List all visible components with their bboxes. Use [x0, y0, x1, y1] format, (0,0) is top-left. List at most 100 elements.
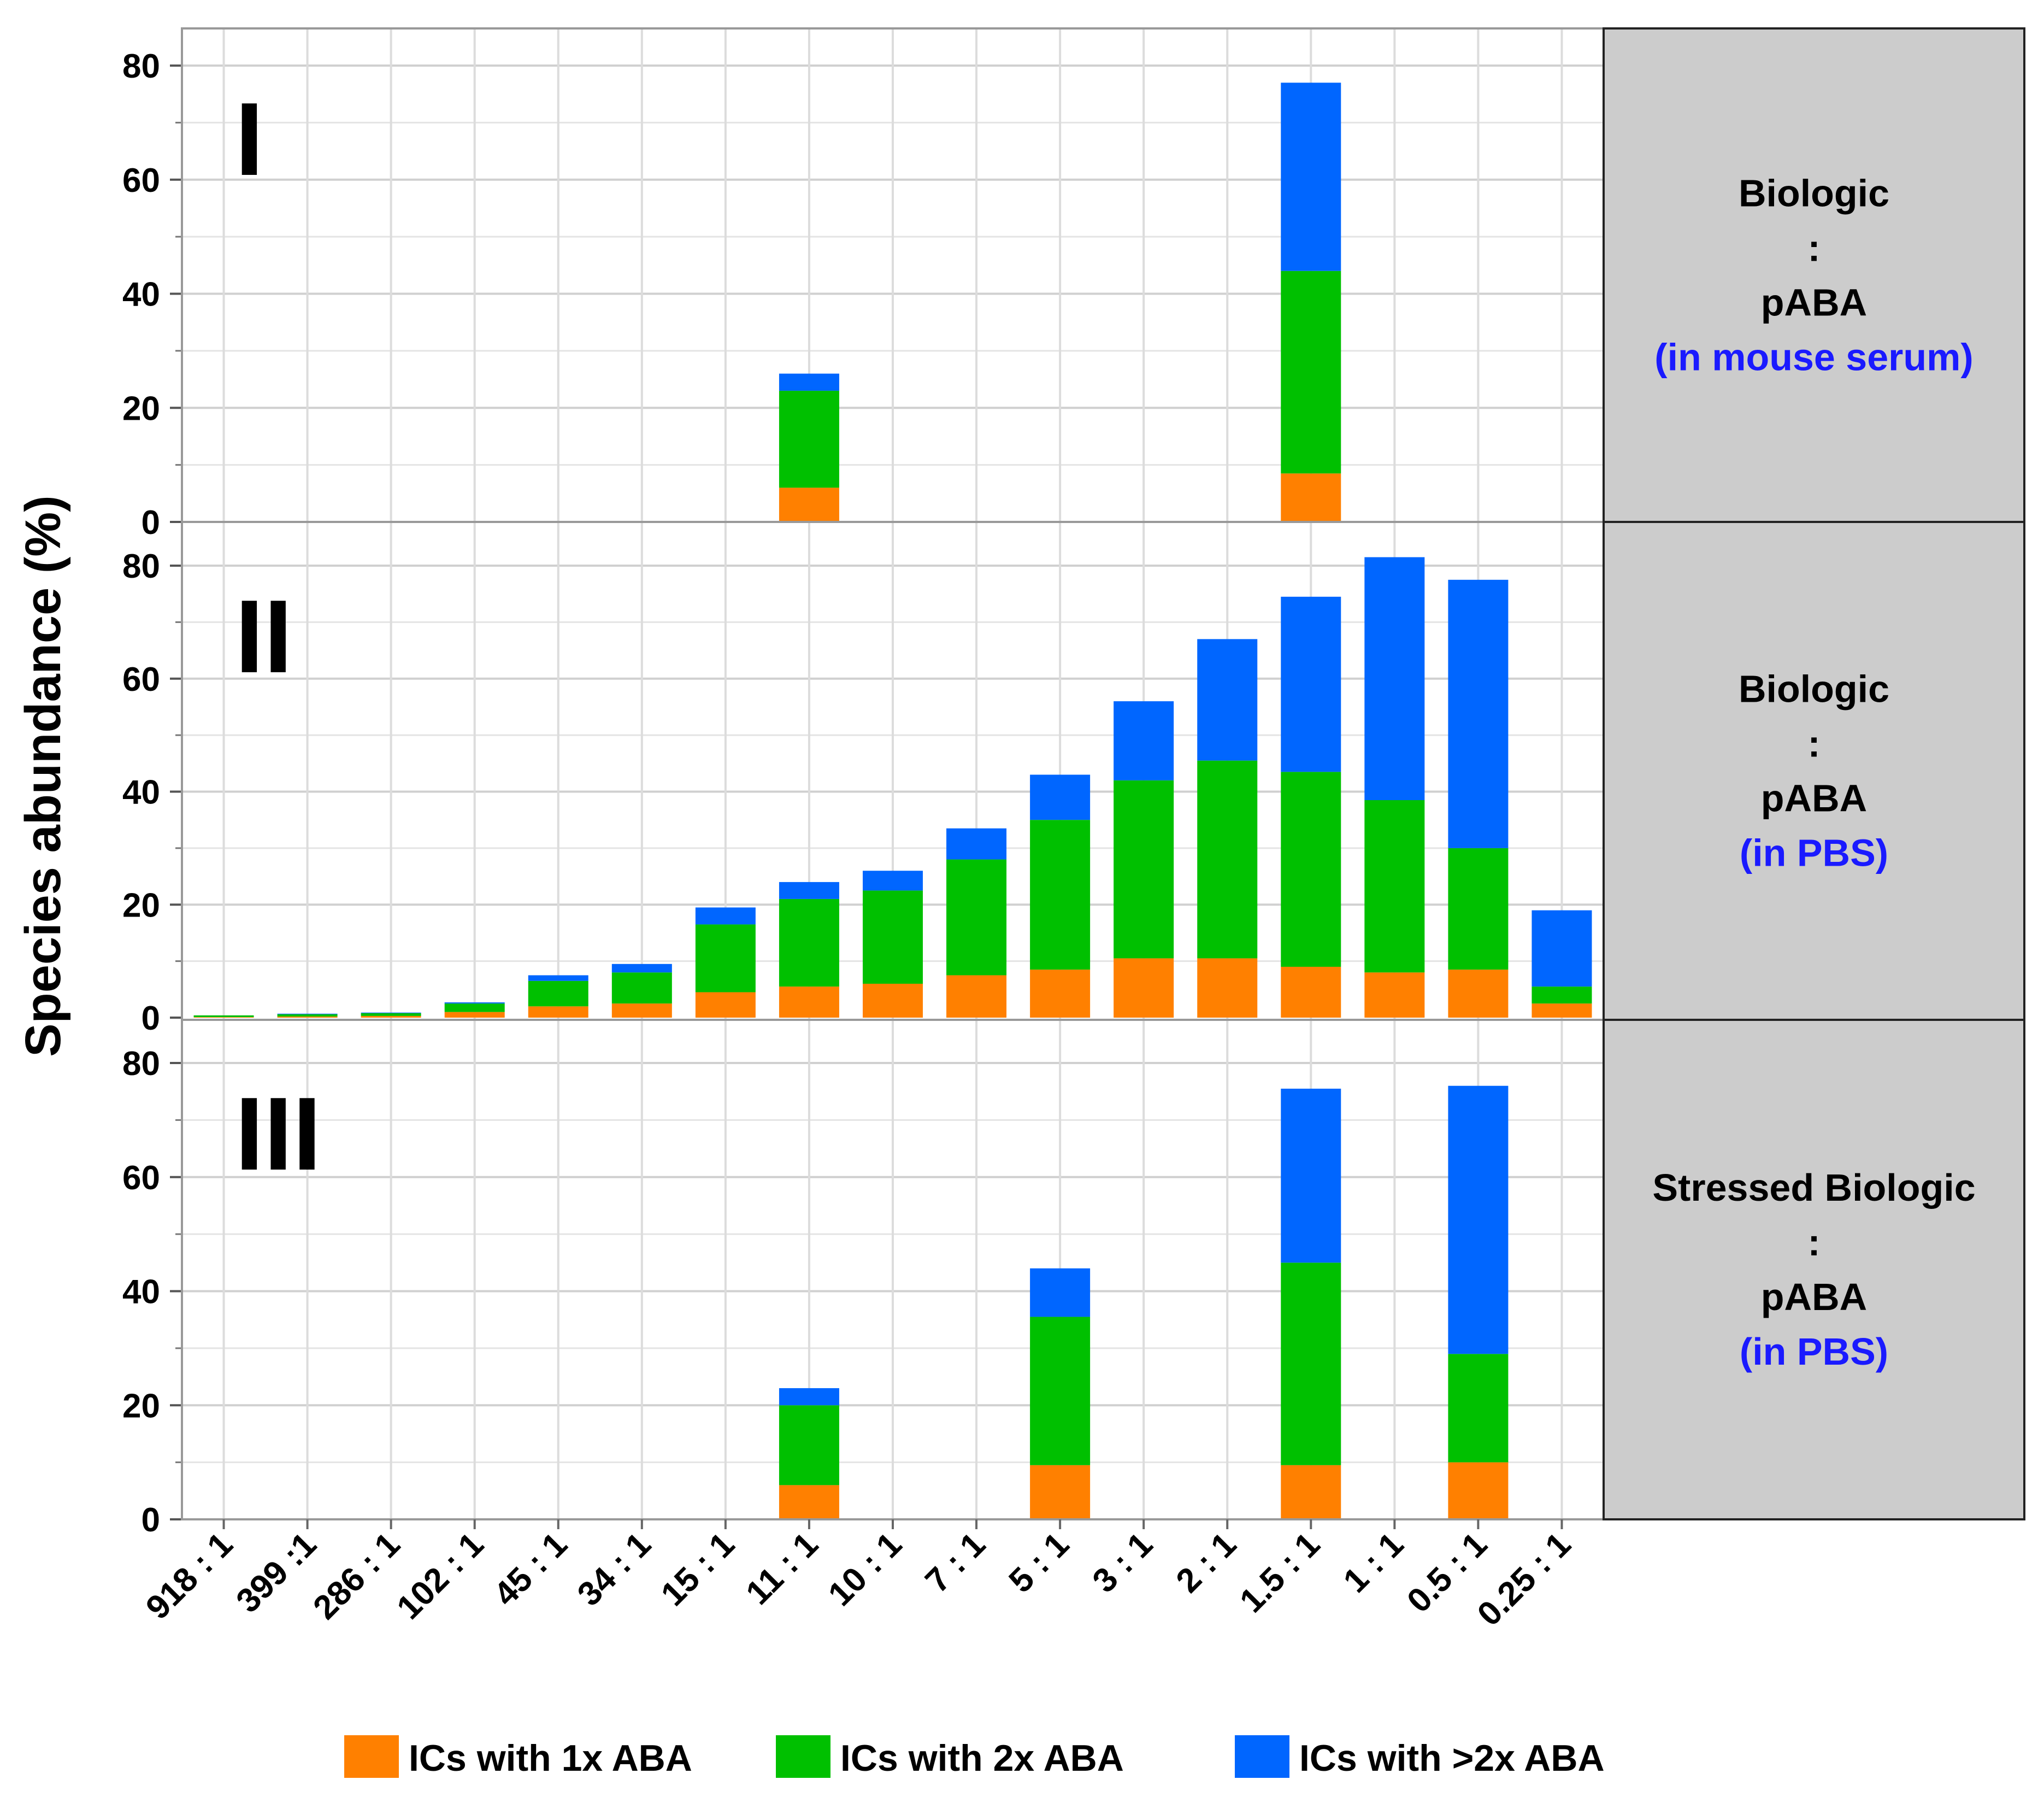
bar-ics_1x: [1114, 958, 1174, 1018]
strip-label: :: [1807, 227, 1820, 269]
y-tick-label: 20: [122, 886, 160, 924]
y-tick-label: 20: [122, 390, 160, 427]
bar-ics_2x: [695, 924, 756, 992]
x-tick-label: 3 : 1: [1086, 1525, 1161, 1600]
bar-ics_gt2x: [1114, 701, 1174, 780]
bar-ics_1x: [1030, 1465, 1091, 1519]
y-tick-label: 80: [122, 48, 160, 85]
bar-ics_gt2x: [1281, 1088, 1341, 1263]
bar-ics_2x: [1030, 1317, 1091, 1465]
bar-ics_2x: [1281, 271, 1341, 474]
bar-ics_gt2x: [1030, 1268, 1091, 1317]
legend-label: ICs with 2x ABA: [840, 1737, 1124, 1779]
bar-ics_gt2x: [1030, 774, 1091, 820]
bar-ics_gt2x: [611, 964, 672, 973]
bar-ics_1x: [779, 986, 839, 1018]
x-tick-label: 286 : 1: [306, 1525, 407, 1626]
strip-panel: [1603, 1019, 2025, 1520]
x-tick-label: 45 : 1: [487, 1525, 575, 1613]
strip-label: pABA: [1761, 281, 1867, 324]
strip-label: pABA: [1761, 1276, 1867, 1318]
bar-ics_gt2x: [1531, 910, 1592, 987]
legend-swatch-ics_2x: [776, 1735, 830, 1778]
y-tick-label: 80: [122, 548, 160, 585]
strip-note: (in PBS): [1740, 1330, 1888, 1373]
strip-note: (in mouse serum): [1654, 336, 1973, 379]
y-tick-label: 0: [142, 1000, 160, 1037]
bar-ics_2x: [1364, 800, 1425, 973]
bar-ics_1x: [193, 1017, 254, 1018]
strip-label: :: [1807, 1221, 1820, 1264]
x-tick-label: 11 : 1: [739, 1525, 825, 1612]
bar-ics_1x: [946, 975, 1007, 1018]
y-tick-label: 60: [122, 661, 160, 698]
bar-ics_1x: [1030, 970, 1091, 1018]
bar-ics_gt2x: [779, 882, 839, 899]
bar-ics_gt2x: [779, 1388, 839, 1406]
strip-panel: [1603, 27, 2025, 523]
bar-ics_2x: [1281, 1262, 1341, 1465]
bar-ics_2x: [1114, 780, 1174, 959]
bar-ics_2x: [193, 1015, 254, 1017]
strip-panel: [1603, 521, 2025, 1021]
bar-ics_1x: [779, 488, 839, 522]
panel-label: III: [235, 1076, 321, 1192]
bar-ics_2x: [779, 898, 839, 987]
x-tick-label: 1.5 : 1: [1233, 1525, 1327, 1620]
strip-label: Biologic: [1739, 668, 1889, 710]
y-tick-label: 60: [122, 1159, 160, 1197]
strip-label: Stressed Biologic: [1652, 1166, 1975, 1209]
bar-ics_gt2x: [1281, 83, 1341, 271]
bar-ics_2x: [1281, 772, 1341, 967]
bar-ics_2x: [528, 980, 588, 1007]
bar-ics_2x: [1197, 760, 1258, 959]
y-tick-label: 60: [122, 162, 160, 199]
x-tick-label: 2 : 1: [1169, 1525, 1244, 1600]
y-tick-label: 40: [122, 1273, 160, 1311]
y-tick-label: 40: [122, 276, 160, 314]
panel-label: II: [235, 579, 293, 695]
bar-ics_1x: [1531, 1003, 1592, 1018]
y-axis-label: Species abundance (%): [15, 495, 71, 1057]
bar-ics_2x: [779, 1405, 839, 1485]
strip-note: (in PBS): [1740, 832, 1888, 874]
bar-ics_1x: [1281, 1465, 1341, 1519]
y-tick-label: 0: [142, 504, 160, 542]
bar-ics_2x: [611, 972, 672, 1004]
bar-ics_1x: [1281, 966, 1341, 1018]
y-tick-label: 40: [122, 774, 160, 812]
bar-ics_2x: [1030, 820, 1091, 970]
bar-ics_gt2x: [1197, 639, 1258, 761]
bar-ics_1x: [444, 1012, 505, 1018]
y-tick-label: 0: [142, 1501, 160, 1539]
bar-ics_gt2x: [779, 373, 839, 391]
x-tick-label: 399 :1: [229, 1525, 323, 1620]
bar-ics_1x: [1448, 1462, 1509, 1519]
x-tick-label: 102 : 1: [390, 1525, 491, 1626]
bar-ics_2x: [946, 859, 1007, 976]
bar-ics_2x: [1531, 986, 1592, 1004]
bar-ics_1x: [863, 983, 923, 1018]
strip-label: Biologic: [1739, 172, 1889, 215]
bar-ics_1x: [1281, 473, 1341, 522]
bar-ics_2x: [277, 1014, 338, 1017]
bar-ics_gt2x: [1281, 596, 1341, 772]
bar-ics_1x: [779, 1485, 839, 1519]
y-tick-label: 20: [122, 1387, 160, 1425]
bar-ics_1x: [528, 1006, 588, 1018]
bar-ics_1x: [277, 1016, 338, 1018]
bar-ics_1x: [1197, 958, 1258, 1018]
bar-ics_1x: [611, 1003, 672, 1018]
legend-label: ICs with >2x ABA: [1299, 1737, 1605, 1779]
bar-ics_gt2x: [444, 1002, 505, 1004]
bar-ics_2x: [361, 1013, 421, 1016]
bar-ics_2x: [444, 1003, 505, 1012]
bar-ics_2x: [779, 390, 839, 488]
x-tick-label: 7 : 1: [918, 1525, 993, 1600]
legend-label: ICs with 1x ABA: [409, 1737, 692, 1779]
x-tick-label: 34 : 1: [570, 1525, 658, 1613]
bar-ics_gt2x: [946, 828, 1007, 860]
bar-ics_gt2x: [1448, 1085, 1509, 1354]
